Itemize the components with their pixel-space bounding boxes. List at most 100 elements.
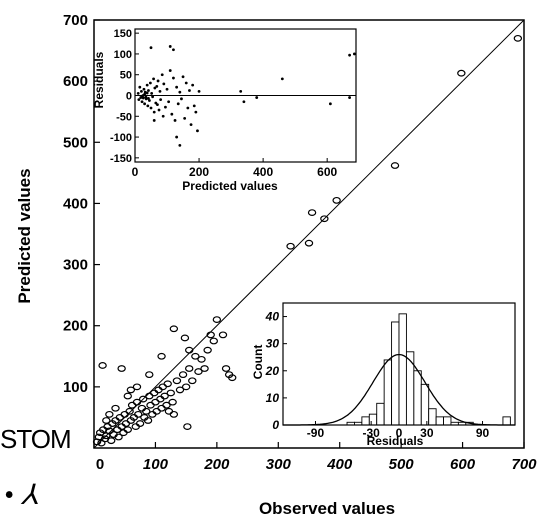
main-y-tick-label: 400: [63, 195, 88, 212]
residual-y-tick-label: 150: [114, 28, 132, 40]
residual-data-point: [348, 96, 351, 99]
histogram-x-axis: -90 -30 0 30 90: [307, 421, 490, 440]
main-data-point: [123, 392, 132, 400]
main-data-point: [126, 386, 136, 394]
residual-x-tick-label: 0: [132, 165, 139, 179]
histogram-x-tick-label: -90: [307, 426, 325, 440]
residual-data-point: [143, 102, 147, 106]
main-data-point: [203, 346, 212, 354]
residual-data-point: [194, 110, 198, 114]
main-data-point: [180, 334, 190, 342]
residual-data-point: [168, 45, 172, 48]
histogram-y-tick-label: 40: [265, 310, 280, 324]
main-y-tick-label: 700: [63, 12, 88, 29]
histogram-x-axis-label: Residuals: [367, 434, 424, 448]
residual-data-point: [156, 79, 160, 83]
residual-data-point: [168, 69, 172, 72]
residual-data-point: [175, 85, 179, 89]
residual-x-tick-label: 400: [253, 165, 273, 179]
residual-data-point: [176, 102, 180, 106]
residual-x-axis: 0 200 400 600: [132, 158, 338, 179]
residual-data-point: [137, 98, 141, 102]
residual-data-point: [152, 119, 156, 122]
residual-data-point: [242, 100, 246, 104]
main-data-point: [105, 410, 114, 418]
identity-line: [93, 19, 525, 449]
stray-scan-text: STOM: [0, 424, 72, 454]
residual-data-point: [146, 104, 150, 108]
main-x-tick-label: 200: [203, 456, 230, 473]
residual-x-axis-label: Predicted values: [182, 179, 278, 193]
residual-data-point: [181, 75, 185, 79]
main-data-point: [168, 398, 177, 406]
residual-data-point: [196, 129, 199, 133]
histogram-y-tick-label: 10: [266, 391, 280, 405]
residual-data-point: [188, 89, 191, 92]
main-data-point: [209, 337, 218, 345]
residual-data-point: [170, 112, 174, 116]
main-scatter-points: [92, 34, 523, 447]
residual-data-point: [255, 96, 259, 99]
residual-data-point: [175, 135, 179, 139]
residual-x-tick-label: 200: [189, 165, 209, 179]
residual-data-point: [155, 84, 159, 88]
residual-y-tick-label: 50: [120, 70, 132, 82]
main-data-point: [127, 401, 137, 409]
histogram-bar: [368, 413, 378, 426]
residual-data-point: [148, 81, 152, 85]
residual-data-point: [142, 87, 146, 91]
histogram-x-tick-label: 90: [476, 426, 490, 440]
residual-data-point: [352, 52, 356, 56]
residual-data-point: [172, 48, 175, 52]
residual-data-point: [184, 81, 188, 85]
residual-data-point: [328, 102, 332, 106]
histogram-x-tick-label: -30: [362, 426, 380, 440]
histogram-x-tick-label: 0: [396, 426, 403, 440]
main-data-point: [175, 386, 185, 394]
main-data-point: [142, 407, 151, 415]
histogram-y-tick-label: 0: [272, 418, 279, 432]
main-x-tick-label: 600: [450, 456, 476, 473]
histogram-bar: [361, 416, 370, 426]
main-data-point: [197, 355, 206, 363]
main-data-point: [206, 331, 215, 339]
residual-data-point: [178, 90, 182, 94]
histogram-bar: [435, 416, 444, 426]
main-data-point: [102, 417, 111, 424]
main-data-point: [286, 242, 295, 250]
main-x-tick-label: 100: [143, 456, 169, 473]
main-data-point: [135, 420, 145, 427]
residual-data-point: [144, 95, 148, 99]
histogram-bar: [376, 402, 385, 426]
main-data-point: [188, 377, 197, 385]
residual-data-point: [280, 77, 284, 81]
histogram-y-tick-label: 20: [265, 364, 280, 378]
residual-data-point: [186, 106, 190, 110]
residual-data-point: [151, 95, 155, 99]
histogram-bar: [502, 416, 511, 426]
residual-data-point: [192, 104, 196, 108]
residual-data-point: [149, 106, 153, 110]
residual-data-point: [164, 105, 167, 109]
residual-data-point: [158, 89, 162, 93]
main-data-point: [218, 331, 228, 339]
residual-data-point: [197, 89, 201, 93]
main-data-point: [143, 417, 153, 424]
residual-data-point: [145, 91, 149, 95]
main-data-point: [146, 401, 155, 409]
residual-data-point: [167, 100, 171, 104]
main-data-point: [172, 377, 182, 385]
residual-data-point: [173, 119, 177, 122]
residual-data-point: [189, 123, 193, 126]
histogram-y-tick-label: 30: [266, 337, 280, 351]
residual-data-point: [348, 53, 351, 57]
main-data-point: [157, 404, 166, 412]
main-data-point: [164, 407, 174, 415]
residual-data-point: [159, 98, 163, 102]
residual-scatter-points: [136, 45, 356, 147]
main-data-point: [163, 380, 172, 388]
residual-x-tick-label: 600: [317, 165, 337, 179]
main-x-axis-label: Observed values: [259, 499, 395, 518]
residual-data-point: [180, 97, 183, 101]
